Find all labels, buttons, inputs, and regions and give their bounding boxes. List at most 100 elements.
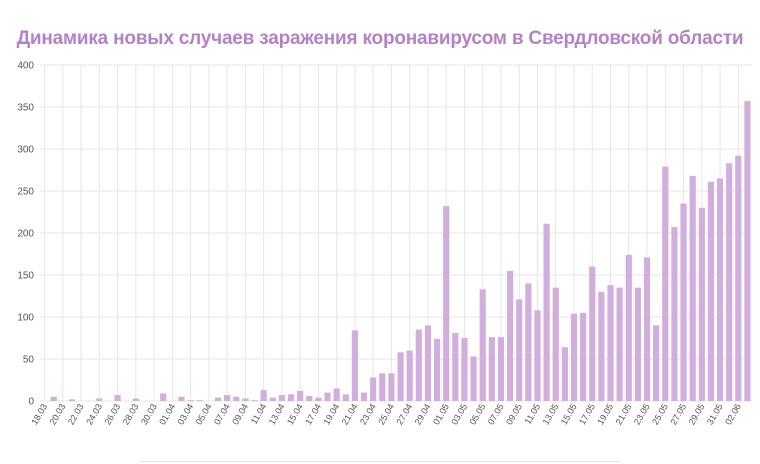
bar-18.05: [598, 291, 605, 401]
x-tick-label: 23.04: [358, 402, 378, 427]
grid-lines: [40, 64, 752, 402]
bar-10.05: [525, 283, 532, 401]
x-tick-label: 07.05: [486, 402, 506, 427]
y-tick-label: 150: [17, 271, 34, 282]
y-tick-label: 400: [17, 61, 34, 72]
bar-06.05: [488, 337, 495, 401]
x-tick-label: 17.04: [303, 402, 323, 427]
bar-04.04: [196, 400, 203, 401]
bar-07.05: [497, 337, 505, 401]
y-tick-label: 350: [17, 103, 34, 114]
x-tick-label: 23.05: [632, 402, 652, 427]
y-tick-label: 0: [28, 397, 34, 408]
x-tick-label: 19.05: [595, 402, 615, 427]
bar-26.03: [114, 395, 121, 401]
bar-28.04: [415, 329, 422, 401]
bar-12.05: [543, 223, 550, 401]
bar-23.04: [370, 377, 377, 401]
bar-01.06: [726, 163, 733, 401]
x-tick-label: 29.05: [687, 402, 707, 427]
bar-16.04: [306, 395, 313, 401]
bar-05.05: [479, 289, 486, 401]
bar-01.05: [443, 206, 450, 401]
bar-18.04: [324, 392, 331, 401]
x-tick-label: 28.03: [121, 402, 141, 427]
x-tick-label: 25.04: [376, 402, 396, 427]
x-axis-ticks: 18.0320.0322.0324.0326.0328.0330.0301.04…: [29, 402, 743, 427]
x-tick-label: 22.03: [66, 402, 86, 427]
bar-29.04: [424, 325, 432, 401]
bar-19.05: [607, 285, 614, 401]
y-tick-label: 300: [17, 145, 34, 156]
x-tick-label: 31.05: [705, 402, 725, 427]
x-tick-label: 27.05: [668, 402, 688, 427]
bar-25.04: [388, 373, 395, 401]
bar-07.04: [224, 395, 231, 401]
x-tick-label: 15.04: [285, 402, 305, 427]
bar-14.04: [287, 394, 295, 401]
bar-15.04: [297, 390, 304, 401]
bar-03.06: [744, 101, 751, 402]
x-tick-label: 01.05: [431, 402, 451, 427]
y-tick-label: 250: [17, 187, 34, 198]
bar-24.04: [379, 373, 386, 401]
y-tick-label: 50: [23, 355, 35, 366]
bar-29.05: [698, 207, 705, 401]
bar-15.05: [570, 313, 578, 401]
bar-11.04: [260, 390, 267, 401]
x-tick-label: 25.05: [650, 402, 670, 427]
bar-27.04: [406, 350, 413, 401]
bar-26.05: [671, 227, 678, 401]
bar-08.04: [233, 396, 240, 401]
x-tick-label: 17.05: [577, 402, 597, 427]
bar-21.03: [68, 399, 76, 401]
x-tick-label: 21.04: [340, 402, 360, 427]
x-tick-label: 15.05: [559, 402, 579, 427]
bar-02.05: [452, 332, 459, 401]
bar-11.05: [534, 310, 541, 401]
footer-divider: [140, 461, 620, 462]
x-tick-label: 03.04: [175, 402, 195, 427]
bar-28.03: [132, 398, 139, 401]
x-tick-label: 09.04: [230, 402, 250, 427]
bars: [50, 101, 751, 402]
bar-09.04: [242, 398, 249, 401]
bar-12.04: [269, 397, 276, 401]
bar-13.04: [278, 395, 286, 401]
bar-14.05: [561, 347, 568, 401]
bar-22.04: [360, 392, 368, 401]
bar-20.04: [342, 394, 349, 401]
bar-17.04: [315, 397, 322, 401]
bar-31.03: [160, 393, 167, 401]
bar-24.03: [96, 398, 103, 401]
x-tick-label: 26.03: [102, 402, 122, 427]
x-tick-label: 07.04: [212, 402, 232, 427]
bar-17.05: [589, 266, 596, 401]
x-tick-label: 11.05: [523, 402, 543, 426]
x-tick-label: 01.04: [157, 402, 177, 427]
bar-21.05: [625, 254, 632, 401]
bar-24.05: [653, 325, 660, 401]
bar-30.05: [707, 181, 715, 401]
x-tick-label: 03.05: [449, 402, 469, 427]
bar-19.03: [50, 396, 57, 401]
bar-27.05: [680, 203, 687, 401]
x-tick-label: 24.03: [84, 402, 104, 427]
bar-09.05: [516, 299, 523, 401]
bar-10.04: [251, 400, 258, 401]
bar-20.05: [616, 287, 623, 401]
y-tick-label: 200: [17, 229, 34, 240]
bar-23.05: [643, 257, 651, 401]
x-tick-label: 20.03: [48, 402, 68, 427]
x-tick-label: 09.05: [504, 402, 524, 427]
bar-02.04: [178, 396, 185, 401]
x-tick-label: 11.04: [249, 402, 269, 426]
bar-26.04: [397, 352, 404, 401]
bar-19.04: [333, 388, 340, 401]
x-tick-label: 27.04: [394, 402, 414, 427]
chart-title: Динамика новых случаев заражения коронав…: [16, 28, 744, 49]
bar-03.05: [461, 338, 468, 401]
bar-25.05: [662, 166, 669, 401]
y-tick-label: 100: [17, 313, 34, 324]
